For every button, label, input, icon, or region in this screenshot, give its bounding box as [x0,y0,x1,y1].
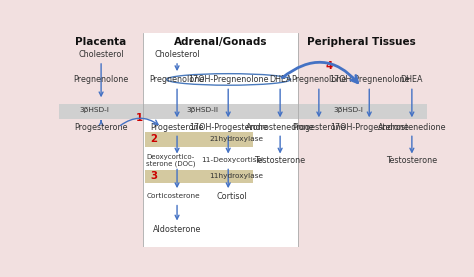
Text: Adrenal/Gonads: Adrenal/Gonads [173,37,267,47]
Text: 17OH-Progesterone: 17OH-Progesterone [189,123,268,132]
Text: Pregnenolone: Pregnenolone [291,75,346,84]
Text: DHEA: DHEA [269,75,292,84]
Bar [145,170,253,183]
Text: Testosterone: Testosterone [386,156,438,165]
Text: Progesterone: Progesterone [150,123,204,132]
Text: Testosterone: Testosterone [255,156,306,165]
Text: 3: 3 [150,171,157,181]
Text: 11-Deoxycortisol: 11-Deoxycortisol [201,157,263,163]
Text: Corticosterone: Corticosterone [146,193,200,199]
Text: 1: 1 [136,113,143,123]
Text: 3βHSD-I: 3βHSD-I [333,107,363,113]
Text: 2: 2 [150,135,157,145]
Text: 3βHSD-I: 3βHSD-I [80,107,109,113]
Text: Progesterone: Progesterone [292,123,346,132]
FancyArrowPatch shape [120,118,158,125]
Text: 21hydroxylase: 21hydroxylase [209,137,263,142]
Text: Pregnenolone: Pregnenolone [73,75,129,84]
Bar [145,132,253,147]
Text: Androstenedione: Androstenedione [246,123,314,132]
Text: 11hydroxylase: 11hydroxylase [209,173,263,179]
Text: Cholesterol: Cholesterol [154,50,200,59]
Bar [59,104,427,119]
Text: DHEA: DHEA [401,75,423,84]
Text: 3βHSD-II: 3βHSD-II [187,107,219,113]
Text: 17OH-Progesterone: 17OH-Progesterone [330,123,409,132]
Text: Pregnenolone: Pregnenolone [149,75,205,84]
Bar [143,33,298,247]
Text: 4: 4 [325,61,332,71]
Text: Progesterone: Progesterone [74,123,128,132]
Text: 17OH-Pregnenolone: 17OH-Pregnenolone [188,75,268,84]
Text: Deoxycortico-
sterone (DOC): Deoxycortico- sterone (DOC) [146,153,196,167]
Text: 17OH-Pregnenolone: 17OH-Pregnenolone [329,75,410,84]
Text: Peripheral Tissues: Peripheral Tissues [307,37,416,47]
Text: Androstenedione: Androstenedione [378,123,446,132]
FancyArrowPatch shape [283,62,358,83]
Text: Placenta: Placenta [75,37,127,47]
Text: Cholesterol: Cholesterol [78,50,124,59]
Text: Cortisol: Cortisol [217,192,247,201]
Text: Aldosterone: Aldosterone [153,225,201,234]
